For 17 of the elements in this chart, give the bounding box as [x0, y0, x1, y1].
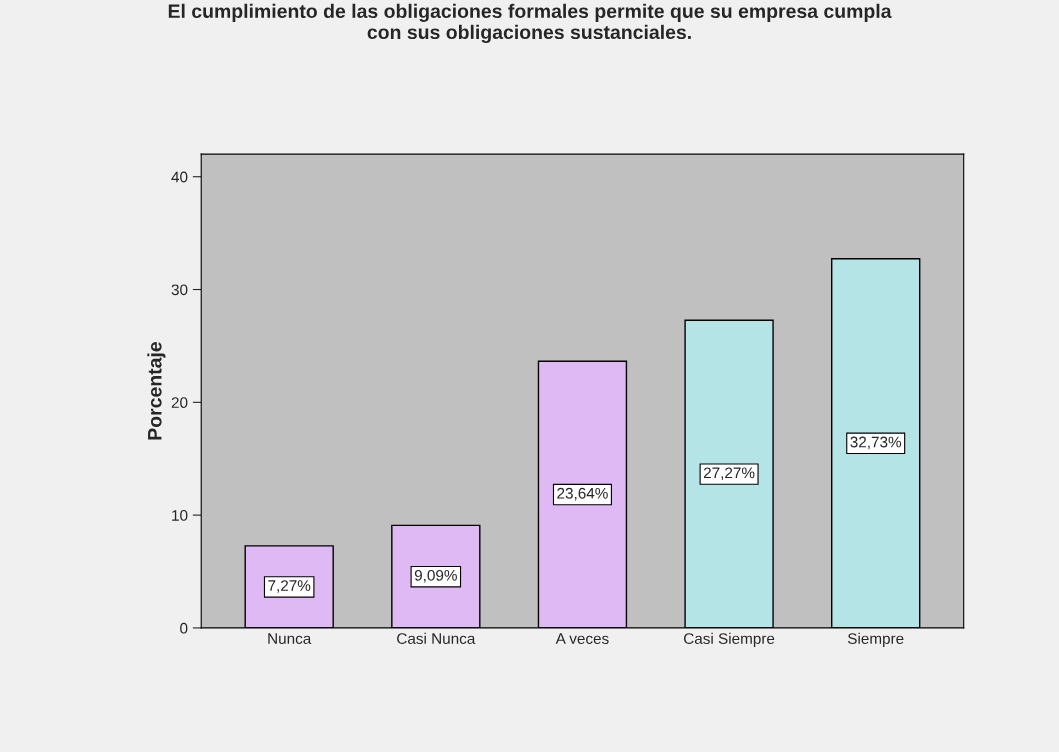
data-label: 32,73% — [850, 436, 902, 450]
chart-title: El cumplimiento de las obligaciones formales permite que su empresa cumpla con sus obligaciones sustanciales. — [168, 3, 892, 43]
x-tick-label: A veces — [555, 633, 609, 644]
x-tick-label: Siempre — [847, 632, 904, 648]
x-tick-label: Casi Nunca — [397, 632, 476, 644]
y-tick-label: 30 — [171, 284, 188, 296]
data-label: 27,27% — [703, 467, 755, 481]
x-tick-label: Casi Siempre — [684, 632, 775, 648]
y-tick-label: 10 — [172, 509, 188, 521]
data-label: 7,27% — [268, 580, 311, 593]
y-tick-label: 40 — [171, 171, 188, 183]
x-tick-label: Nunca — [268, 633, 312, 644]
data-label: 23,64% — [557, 487, 608, 501]
y-tick-label: 20 — [171, 397, 188, 409]
y-axis-title: Porcentaje — [147, 341, 166, 440]
data-label: 9,09% — [414, 569, 457, 583]
y-tick-label: 0 — [180, 622, 188, 634]
